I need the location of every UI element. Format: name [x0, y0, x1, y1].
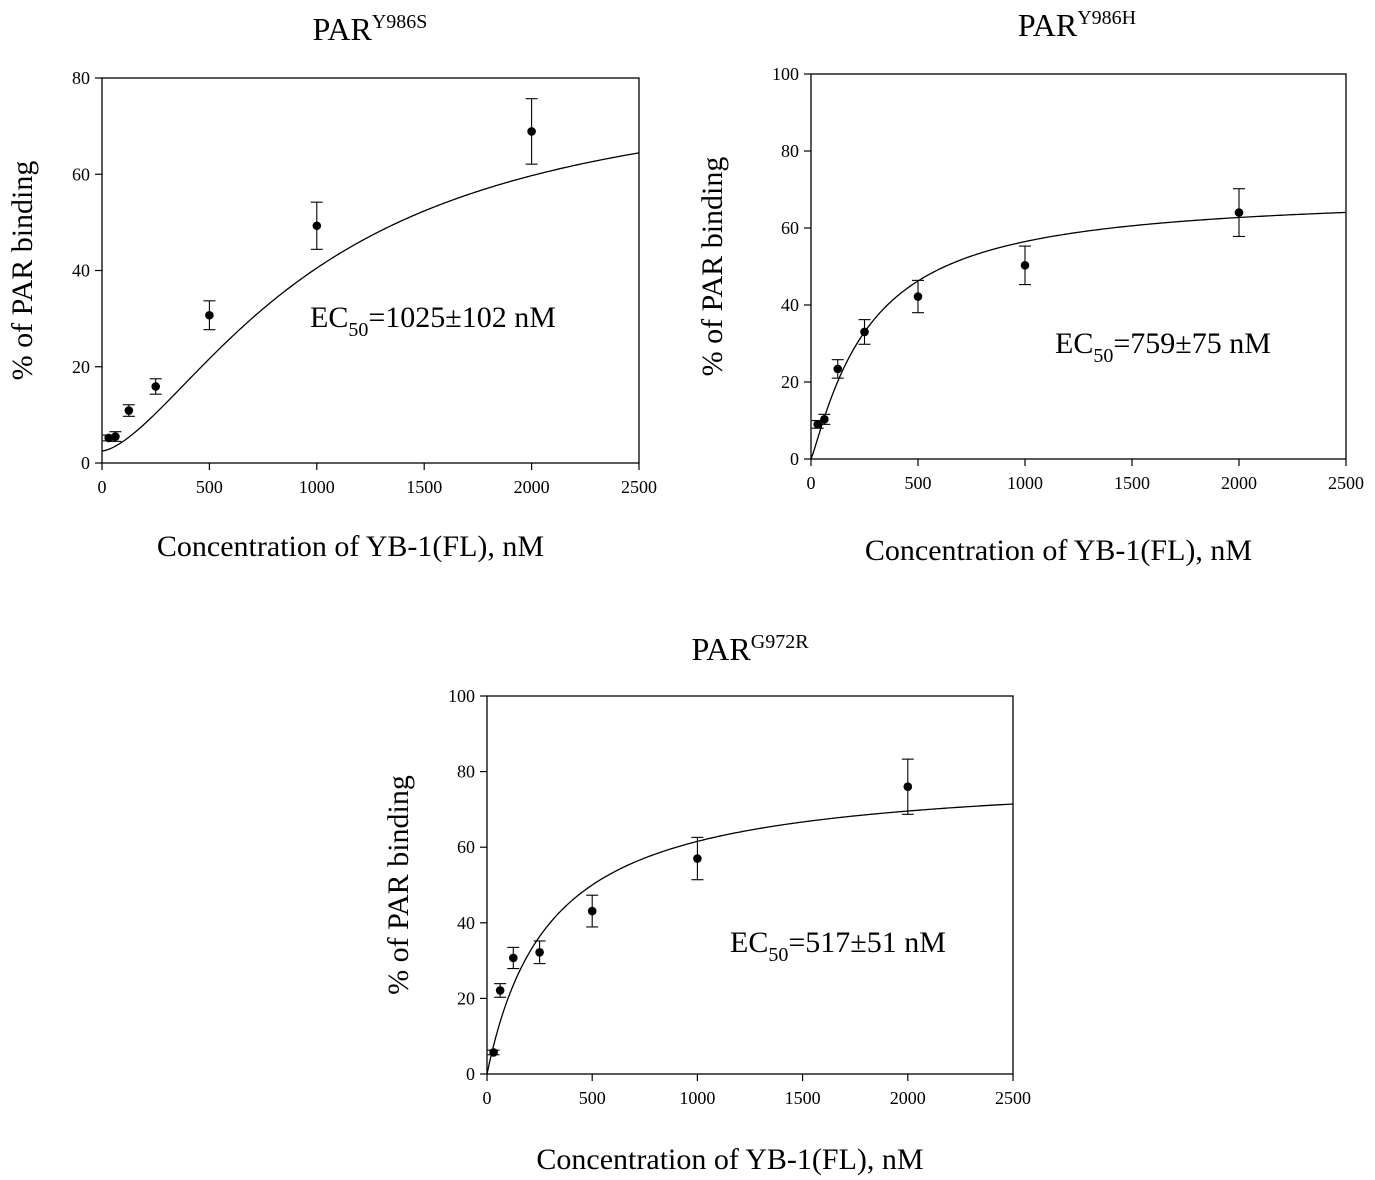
x-tick-label: 500	[579, 1088, 606, 1108]
x-axis-label: Concentration of YB-1(FL), nM	[536, 1143, 923, 1176]
x-tick-label: 1500	[785, 1088, 821, 1108]
data-point	[535, 947, 544, 957]
y-tick-label: 60	[457, 837, 475, 857]
data-point	[913, 292, 923, 301]
chart-title-superscript: Y986H	[1077, 7, 1136, 29]
fit-curve	[101, 152, 640, 452]
data-point	[124, 406, 134, 415]
x-tick-label: 0	[807, 473, 816, 493]
ec50-annotation: EC50=517±51 nM	[730, 926, 946, 966]
x-tick-label: 0	[98, 477, 107, 497]
ec50-value: =517±51 nM	[788, 926, 946, 959]
data-point	[111, 432, 120, 441]
x-tick-label: 2500	[621, 477, 657, 497]
ec50-subscript: 50	[348, 319, 368, 341]
y-tick-label: 20	[781, 372, 799, 392]
data-point	[833, 364, 843, 374]
ec50-value: =1025±102 nM	[368, 301, 556, 334]
y-axis-label: % of PAR binding	[696, 157, 729, 377]
y-tick-label: 0	[81, 453, 90, 473]
chart-title: PARG972R	[691, 631, 809, 667]
data-point	[1234, 208, 1244, 217]
data-point	[312, 221, 322, 231]
ec50-annotation: EC50=759±75 nM	[1055, 327, 1271, 367]
y-tick-label: 60	[72, 164, 90, 184]
y-tick-label: 80	[457, 762, 475, 782]
y-tick-label: 20	[72, 357, 90, 377]
y-tick-label: 80	[72, 68, 90, 88]
chart-title: PARY986H	[1018, 7, 1136, 43]
data-point	[509, 953, 518, 963]
chart-title-main: PAR	[691, 631, 751, 667]
data-point	[527, 127, 536, 136]
ec50-prefix: EC	[730, 926, 768, 959]
x-tick-label: 2000	[514, 477, 550, 497]
x-tick-label: 1000	[1007, 473, 1043, 493]
y-tick-label: 100	[772, 64, 799, 84]
data-point	[205, 310, 214, 320]
y-axis-label: % of PAR binding	[382, 775, 415, 995]
data-point	[820, 415, 829, 424]
x-tick-label: 500	[905, 473, 932, 493]
x-tick-label: 500	[196, 477, 223, 497]
data-point	[1020, 261, 1030, 270]
x-tick-label: 1000	[299, 477, 335, 497]
data-point	[813, 420, 822, 429]
ec50-subscript: 50	[768, 944, 788, 966]
chart-panel-1: PARY986S 0 500 1000 1500 2000 2500 0 20 40 60 80 Con…	[6, 11, 657, 563]
y-tick-label: 0	[466, 1064, 475, 1084]
x-tick-label: 1500	[406, 477, 442, 497]
y-tick-label: 40	[72, 261, 90, 281]
chart-title-superscript: G972R	[751, 631, 809, 653]
x-tick-label: 2000	[890, 1088, 926, 1108]
chart-title-main: PAR	[1018, 7, 1078, 43]
chart-title-main: PAR	[313, 11, 373, 47]
y-tick-label: 80	[781, 141, 799, 161]
data-point	[587, 906, 597, 916]
chart-panel-3: PARG972R 0 500 1000 1500 2000 2500 0 20 40 60 80 100…	[382, 631, 1031, 1176]
x-tick-label: 1500	[1114, 473, 1150, 493]
plot-frame	[101, 77, 640, 464]
data-point	[151, 382, 160, 391]
plot-frame	[486, 695, 1014, 1075]
y-axis-label: % of PAR binding	[6, 161, 39, 381]
x-axis-label: Concentration of YB-1(FL), nM	[865, 534, 1252, 567]
x-tick-label: 0	[483, 1088, 492, 1108]
x-tick-label: 2000	[1221, 473, 1257, 493]
x-tick-label: 2500	[995, 1088, 1031, 1108]
data-point	[495, 986, 505, 995]
x-axis-label: Concentration of YB-1(FL), nM	[157, 530, 544, 563]
y-tick-label: 20	[457, 988, 475, 1008]
plot-frame	[810, 73, 1347, 460]
data-point	[104, 433, 114, 443]
y-tick-label: 60	[781, 218, 799, 238]
ec50-subscript: 50	[1093, 345, 1113, 367]
fit-curve	[486, 803, 1014, 1075]
data-point	[860, 327, 869, 337]
ec50-prefix: EC	[1055, 327, 1093, 360]
y-tick-label: 100	[448, 686, 475, 706]
chart-title-superscript: Y986S	[372, 11, 428, 33]
fit-curve	[810, 211, 1347, 460]
ec50-annotation: EC50=1025±102 nM	[310, 301, 556, 341]
ec50-prefix: EC	[310, 301, 348, 334]
data-point	[489, 1048, 498, 1057]
chart-panel-2: PARY986H 0 500 1000 1500 2000 2500 0 20 40 60 80 100…	[696, 7, 1364, 567]
data-point	[903, 782, 913, 792]
x-tick-label: 2500	[1328, 473, 1364, 493]
y-tick-label: 40	[457, 913, 475, 933]
ec50-value: =759±75 nM	[1113, 327, 1271, 360]
y-tick-label: 40	[781, 295, 799, 315]
x-tick-label: 1000	[679, 1088, 715, 1108]
y-tick-label: 0	[790, 449, 799, 469]
chart-title: PARY986S	[313, 11, 428, 47]
data-point	[693, 854, 702, 863]
